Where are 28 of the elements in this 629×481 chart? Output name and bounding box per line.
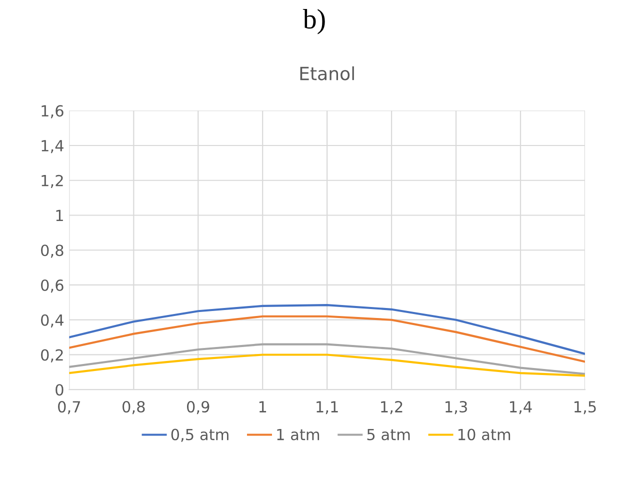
x-tick-label: 0,7 <box>58 400 80 414</box>
y-tick-label: 1,4 <box>42 140 64 154</box>
legend-label: 0,5 atm <box>171 428 228 442</box>
y-tick-label: 1,6 <box>42 105 64 118</box>
line-series <box>69 343 585 375</box>
y-tick-label: 0 <box>56 384 64 396</box>
x-tick-label: 0,9 <box>186 400 210 414</box>
chart-title: b) <box>302 9 325 34</box>
y-tick-label: 0,8 <box>41 244 64 258</box>
y-tick-label: 1,2 <box>42 174 63 188</box>
legend-label: 10 atm <box>458 428 510 440</box>
line-series <box>69 354 585 377</box>
x-tick-label: 0,8 <box>122 400 145 414</box>
chart-subtitle: Etanol <box>300 66 354 80</box>
x-tick-label: 1,5 <box>574 401 596 414</box>
y-tick-label: 1 <box>56 210 63 222</box>
line-series <box>69 315 585 363</box>
x-tick-label: 1 <box>259 401 266 412</box>
x-tick-label: 1,3 <box>446 400 467 414</box>
y-tick-label: 0,6 <box>41 279 64 293</box>
x-tick-label: 1,2 <box>381 400 402 414</box>
y-tick-label: 0,4 <box>41 314 64 328</box>
x-tick-label: 1,1 <box>316 401 338 414</box>
legend-label: 5 atm <box>367 428 410 440</box>
y-tick-label: 0,2 <box>41 349 63 362</box>
x-tick-label: 1,4 <box>510 401 532 414</box>
legend-label: 1 atm <box>277 428 320 440</box>
line-series <box>69 304 585 355</box>
